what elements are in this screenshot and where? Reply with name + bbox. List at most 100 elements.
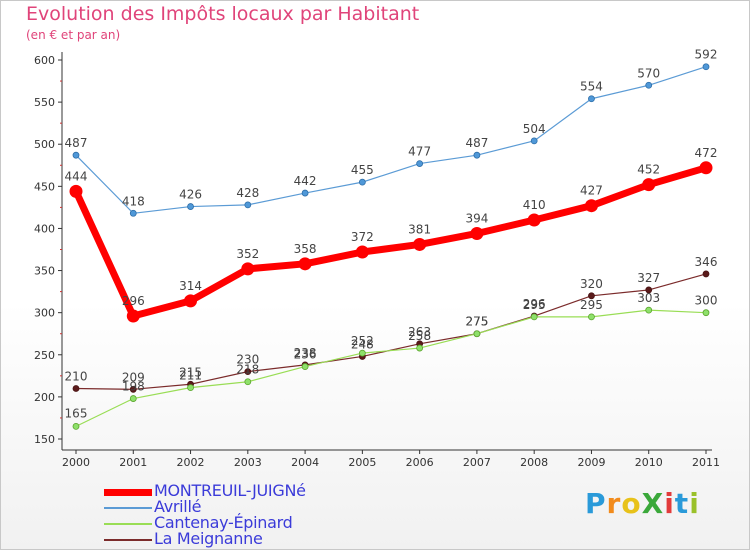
data-label: 314	[179, 279, 202, 293]
y-tick-label: 350	[34, 265, 55, 278]
data-label: 426	[179, 188, 202, 202]
y-tick-label: 600	[34, 54, 55, 67]
x-tick-label: 2008	[520, 456, 548, 469]
data-label: 165	[65, 406, 88, 420]
data-label: 352	[236, 247, 259, 261]
logo-letter: i	[664, 487, 675, 520]
data-label: 410	[523, 198, 546, 212]
data-point	[358, 349, 366, 357]
data-label: 296	[122, 294, 145, 308]
data-point	[584, 199, 598, 213]
x-tick-label: 2011	[692, 456, 720, 469]
data-label: 570	[637, 66, 660, 80]
data-point	[702, 63, 710, 71]
data-point	[470, 226, 484, 240]
data-point	[187, 384, 194, 392]
data-label: 275	[465, 315, 488, 329]
data-label: 275	[465, 315, 488, 329]
data-label: 472	[695, 146, 718, 160]
data-point	[72, 151, 80, 159]
series-line	[72, 164, 710, 320]
x-tick-label: 2009	[577, 456, 605, 469]
data-label: 300	[695, 294, 718, 308]
data-point	[355, 245, 369, 259]
data-label: 295	[580, 298, 603, 312]
data-label: 592	[695, 48, 718, 62]
x-tick-label: 2007	[463, 456, 491, 469]
data-point	[129, 395, 137, 402]
x-tick-label: 2010	[635, 456, 663, 469]
data-label: 211	[179, 369, 202, 383]
legend-label: Cantenay-Épinard	[154, 513, 293, 532]
data-point	[473, 330, 481, 338]
data-point	[244, 378, 252, 386]
data-point	[358, 178, 366, 186]
data-point	[473, 151, 481, 159]
data-label: 372	[351, 230, 374, 244]
data-label: 209	[122, 370, 145, 384]
data-label: 320	[580, 277, 603, 291]
chart-subtitle: (en € et par an)	[26, 28, 121, 42]
data-point	[129, 385, 137, 393]
x-tick-label: 2004	[291, 456, 319, 469]
logo-letter: X	[641, 487, 665, 520]
data-label: 477	[408, 145, 431, 159]
y-tick-label: 250	[34, 349, 55, 362]
y-tick-label: 150	[34, 433, 55, 446]
data-label: 230	[236, 353, 259, 367]
data-point	[645, 306, 653, 314]
data-point	[129, 209, 137, 217]
data-label: 452	[637, 163, 660, 177]
data-label: 487	[65, 136, 88, 150]
data-point	[241, 262, 255, 276]
data-label: 218	[236, 363, 259, 377]
legend-swatch	[104, 539, 152, 541]
legend-swatch	[104, 488, 152, 496]
x-tick-label: 2002	[177, 456, 205, 469]
y-tick-label: 450	[34, 180, 55, 193]
legend-label: MONTREUIL-JUIGNé	[154, 481, 306, 500]
data-point	[527, 213, 541, 227]
y-tick-label: 500	[34, 138, 55, 151]
x-tick-label: 2006	[406, 456, 434, 469]
y-tick-label: 300	[34, 307, 55, 320]
data-point	[699, 161, 713, 175]
data-label: 238	[294, 346, 317, 360]
data-point	[588, 313, 595, 321]
data-point	[126, 309, 140, 323]
legend-swatch	[104, 523, 152, 525]
data-point	[69, 184, 83, 198]
data-label: 444	[65, 169, 88, 183]
data-label: 504	[523, 122, 546, 136]
data-label: 442	[294, 174, 317, 188]
data-point	[645, 81, 653, 89]
chart-title: Evolution des Impôts locaux par Habitant	[26, 3, 420, 25]
data-label: 394	[465, 211, 488, 225]
data-point	[530, 137, 538, 145]
data-label: 258	[408, 329, 431, 343]
data-label: 428	[236, 186, 259, 200]
series-line	[75, 273, 707, 390]
legend-swatch	[104, 507, 152, 509]
data-point	[645, 286, 653, 294]
data-point	[588, 292, 595, 300]
x-tick-label: 2005	[348, 456, 376, 469]
x-tick-label: 2001	[119, 456, 147, 469]
data-label: 296	[523, 297, 546, 311]
series-line	[75, 309, 707, 427]
y-tick-label: 200	[34, 391, 55, 404]
data-point	[416, 160, 424, 167]
data-point	[184, 294, 198, 308]
data-label: 381	[408, 222, 431, 236]
logo-letter: P	[585, 487, 607, 520]
data-label: 427	[580, 184, 603, 198]
data-label: 487	[465, 136, 488, 150]
logo-letter: i	[689, 487, 700, 520]
data-point	[702, 270, 710, 278]
logo-letter: o	[621, 487, 642, 520]
data-point	[72, 385, 80, 392]
x-tick-label: 2003	[234, 456, 262, 469]
data-label: 198	[122, 380, 145, 394]
series-line	[75, 66, 707, 214]
